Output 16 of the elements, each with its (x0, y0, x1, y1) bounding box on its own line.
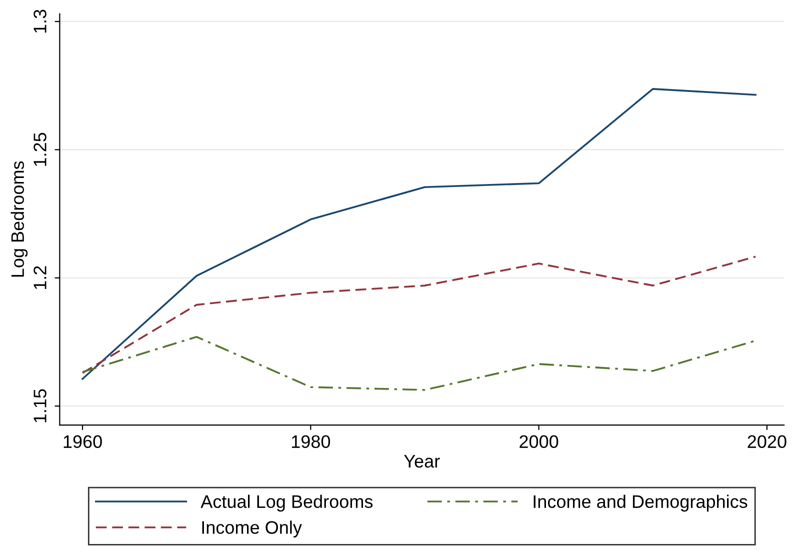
x-tick-label: 2000 (520, 435, 558, 448)
x-tick-label: 1960 (64, 435, 102, 448)
y-tick-label: 1.3 (34, 10, 46, 33)
y-tick-label: 1.15 (34, 389, 46, 422)
line-series (82, 336, 756, 391)
legend-label: Actual Log Bedrooms (200, 494, 373, 512)
y-tick-label: 1.25 (34, 132, 46, 166)
legend-label: Income Only (202, 520, 302, 538)
x-tick-label: 1980 (292, 435, 330, 448)
line-series (82, 256, 756, 374)
x-axis-title: Year (404, 455, 440, 468)
line-series (82, 88, 756, 380)
y-tick-label: 1.2 (34, 266, 46, 290)
legend-label: Income and Demographics (534, 494, 748, 512)
y-axis-title: Log Bedrooms (10, 161, 28, 277)
x-tick-label: 2020 (748, 435, 786, 448)
